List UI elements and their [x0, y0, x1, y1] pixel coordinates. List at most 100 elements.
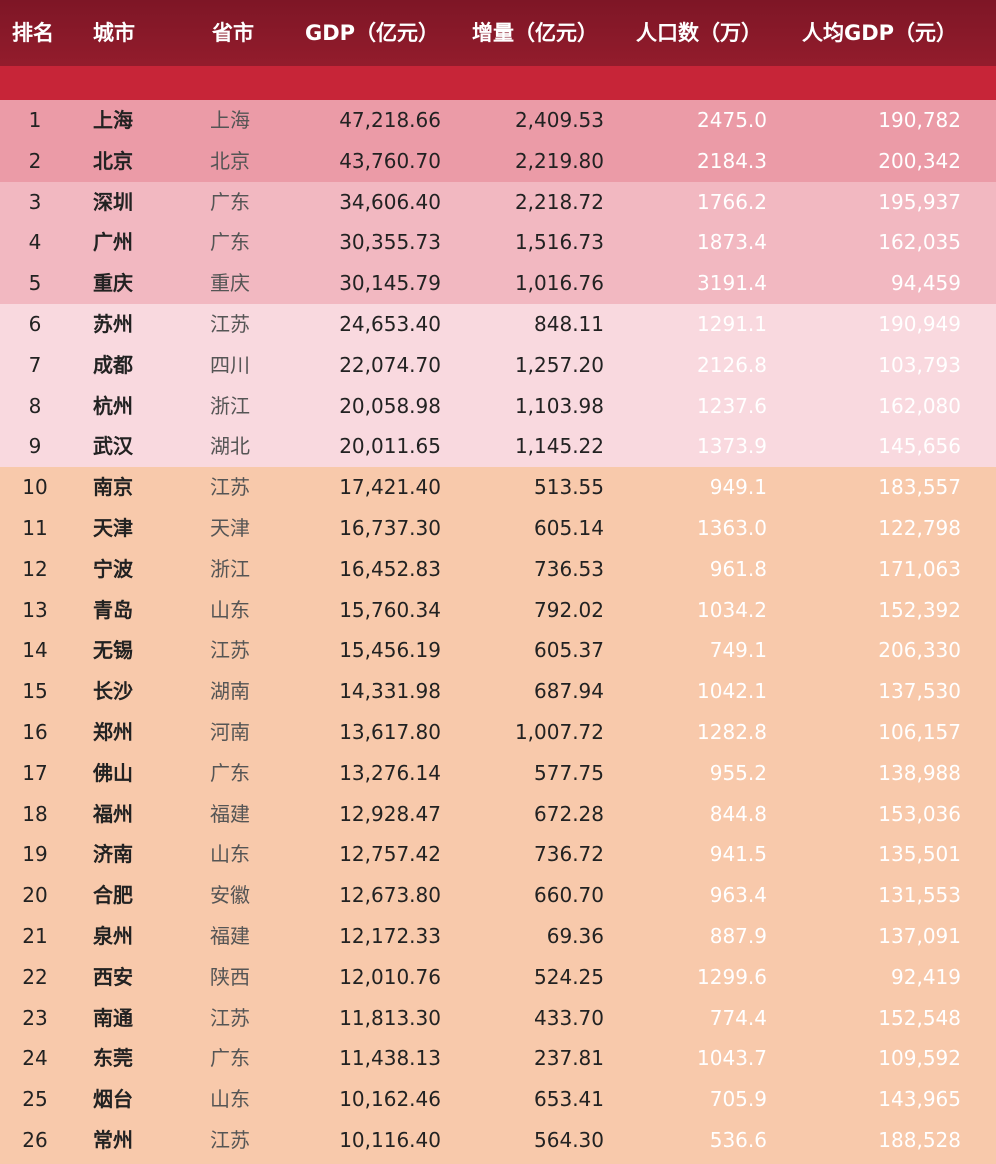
province: 北京 [210, 148, 250, 173]
rank: 4 [28, 230, 42, 255]
rank: 14 [22, 638, 48, 663]
gdp-per-capita: 94,459 [891, 271, 961, 296]
population: 887.9 [709, 924, 767, 948]
population: 949.1 [709, 475, 767, 500]
gdp: 15,456.19 [339, 638, 441, 663]
population: 1299.6 [697, 964, 767, 989]
gdp: 10,116.40 [339, 1128, 441, 1152]
city: 东莞 [93, 1046, 133, 1071]
rank: 24 [22, 1046, 48, 1071]
population: 3191.4 [697, 271, 767, 296]
gdp-per-capita: 109,592 [878, 1046, 961, 1071]
population: 1291.1 [697, 312, 767, 336]
population: 536.6 [709, 1128, 767, 1152]
header-bar [0, 0, 996, 66]
gdp: 20,058.98 [339, 393, 441, 418]
increase: 736.72 [534, 842, 604, 867]
increase: 577.75 [534, 760, 604, 785]
increase: 605.14 [534, 516, 604, 540]
increase: 564.30 [534, 1128, 604, 1152]
population: 941.5 [709, 842, 767, 867]
table-row: 9 武汉 湖北 20,011.65 1,145.22 1373.9 145,656 [0, 426, 996, 468]
increase: 1,516.73 [514, 230, 604, 255]
gdp: 43,760.70 [339, 148, 441, 173]
gdp: 13,276.14 [339, 760, 441, 785]
city: 西安 [93, 964, 133, 989]
increase: 524.25 [534, 964, 604, 989]
city: 佛山 [93, 760, 133, 785]
rank: 12 [22, 556, 48, 581]
column-header: 增量（亿元） [472, 21, 598, 45]
table-row: 26 常州 江苏 10,116.40 564.30 536.6 188,528 [0, 1120, 996, 1161]
gdp-per-capita: 145,656 [878, 434, 961, 459]
province: 广东 [210, 189, 250, 214]
gdp-per-capita: 195,937 [878, 189, 961, 214]
rank: 25 [22, 1087, 48, 1112]
gdp-per-capita: 137,091 [878, 924, 961, 948]
city: 烟台 [93, 1087, 133, 1112]
table-row: 2 北京 北京 43,760.70 2,219.80 2184.3 200,342 [0, 140, 996, 182]
population: 1043.7 [697, 1046, 767, 1071]
province: 上海 [210, 108, 250, 132]
rank: 7 [28, 352, 42, 377]
rank: 13 [22, 597, 48, 622]
increase: 736.53 [534, 556, 604, 581]
gdp-per-capita: 92,419 [891, 964, 961, 989]
increase: 605.37 [534, 638, 604, 663]
city: 成都 [93, 352, 133, 377]
population: 2184.3 [697, 148, 767, 173]
province: 湖北 [210, 434, 250, 459]
city: 福州 [93, 801, 133, 826]
increase: 2,409.53 [514, 108, 604, 132]
rank: 15 [22, 679, 48, 704]
rank: 11 [22, 516, 48, 540]
gdp-per-capita: 135,501 [878, 842, 961, 867]
table-row: 14 无锡 江苏 15,456.19 605.37 749.1 206,330 [0, 630, 996, 672]
column-header: 排名 [12, 21, 54, 45]
population: 774.4 [709, 1005, 767, 1030]
province: 重庆 [210, 271, 250, 296]
increase: 687.94 [534, 679, 604, 704]
province: 湖南 [210, 679, 250, 704]
rank: 20 [22, 883, 48, 908]
table-row: 11 天津 天津 16,737.30 605.14 1363.0 122,798 [0, 508, 996, 549]
gdp-per-capita: 106,157 [878, 720, 961, 744]
population: 1873.4 [697, 230, 767, 255]
table-row: 10 南京 江苏 17,421.40 513.55 949.1 183,557 [0, 467, 996, 508]
gdp-per-capita: 103,793 [878, 352, 961, 377]
population: 1766.2 [697, 189, 767, 214]
gdp-per-capita: 152,548 [878, 1005, 961, 1030]
rank: 17 [22, 760, 48, 785]
population: 749.1 [709, 638, 767, 663]
province: 广东 [210, 230, 250, 255]
population: 1042.1 [697, 679, 767, 704]
increase: 848.11 [534, 312, 604, 336]
province: 福建 [210, 801, 250, 826]
province: 浙江 [210, 556, 250, 581]
table-row: 16 郑州 河南 13,617.80 1,007.72 1282.8 106,157 [0, 712, 996, 753]
gdp: 34,606.40 [339, 189, 441, 214]
gdp-per-capita: 153,036 [878, 801, 961, 826]
province: 山东 [210, 1087, 250, 1112]
gdp: 20,011.65 [339, 434, 441, 459]
table-row: 24 东莞 广东 11,438.13 237.81 1043.7 109,592 [0, 1038, 996, 1080]
gdp-per-capita: 137,530 [878, 679, 961, 704]
province: 山东 [210, 597, 250, 622]
province: 江苏 [210, 638, 250, 663]
gdp: 12,673.80 [339, 883, 441, 908]
rank: 5 [28, 271, 42, 296]
population: 963.4 [709, 883, 767, 908]
province: 广东 [210, 1046, 250, 1071]
province: 安徽 [210, 883, 250, 908]
column-header: 人均GDP（元） [802, 21, 958, 45]
province: 河南 [210, 720, 250, 744]
column-header: 省市 [212, 21, 254, 45]
population: 2475.0 [697, 108, 767, 132]
rank: 8 [28, 393, 42, 418]
gdp: 13,617.80 [339, 720, 441, 744]
table-row: 12 宁波 浙江 16,452.83 736.53 961.8 171,063 [0, 548, 996, 590]
table-row: 25 烟台 山东 10,162.46 653.41 705.9 143,965 [0, 1079, 996, 1120]
city: 青岛 [93, 597, 133, 622]
population: 1034.2 [697, 597, 767, 622]
gdp-per-capita: 122,798 [878, 516, 961, 540]
